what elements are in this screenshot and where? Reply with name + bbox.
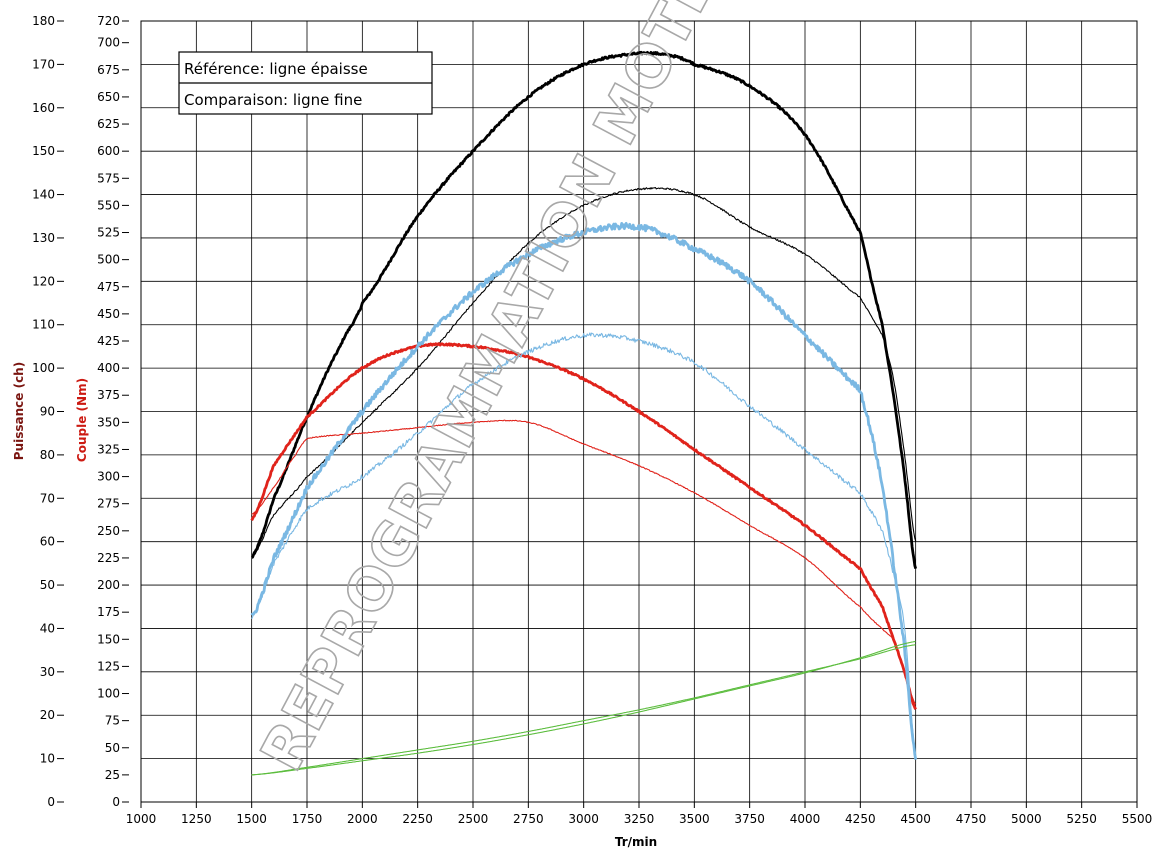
torque-tick-label: 225 <box>97 551 120 565</box>
torque-tick-label: 300 <box>97 470 120 484</box>
torque-tick-label: 200 <box>97 578 120 592</box>
torque-tick-label: 650 <box>97 90 120 104</box>
power-tick-label: 160 <box>32 101 55 115</box>
rpm-tick-label: 2500 <box>458 812 489 826</box>
torque-tick-label: 75 <box>105 714 120 728</box>
rpm-tick-label: 4750 <box>956 812 987 826</box>
rpm-tick-label: 4500 <box>900 812 931 826</box>
rpm-tick-label: 2000 <box>347 812 378 826</box>
rpm-axis: 1000 1250 1500 1750 2000 2250 2500 2750 3000 3250… <box>126 802 1153 826</box>
series-line-green-thin-7 <box>251 640 916 776</box>
torque-tick-label: 525 <box>97 226 120 240</box>
rpm-tick-label: 2250 <box>402 812 433 826</box>
rpm-tick-label: 5000 <box>1011 812 1042 826</box>
power-tick-label: 150 <box>32 144 55 158</box>
torque-tick-label: 550 <box>97 198 120 212</box>
torque-tick-label: 100 <box>97 687 120 701</box>
torque-tick-label: 250 <box>97 524 120 538</box>
rpm-tick-label: 5250 <box>1066 812 1097 826</box>
torque-tick-label: 400 <box>97 361 120 375</box>
power-tick-label: 40 <box>40 621 55 635</box>
torque-tick-label: 720 <box>97 14 120 28</box>
torque-tick-label: 700 <box>97 36 120 50</box>
rpm-tick-label: 3250 <box>624 812 655 826</box>
torque-tick-label: 625 <box>97 117 120 131</box>
torque-tick-label: 325 <box>97 442 120 456</box>
torque-tick-label: 350 <box>97 415 120 429</box>
rpm-tick-label: 5500 <box>1122 812 1153 826</box>
rpm-tick-label: 4000 <box>790 812 821 826</box>
torque-axis-title: Couple (Nm) <box>75 378 89 462</box>
curves <box>250 50 918 776</box>
power-tick-label: 170 <box>32 57 55 71</box>
power-axis-title: Puissance (ch) <box>12 362 26 460</box>
power-tick-label: 0 <box>47 795 55 809</box>
series-line-red-thick-2 <box>250 342 917 710</box>
torque-tick-label: 375 <box>97 388 120 402</box>
torque-tick-label: 675 <box>97 63 120 77</box>
torque-tick-label: 450 <box>97 307 120 321</box>
torque-tick-label: 275 <box>97 497 120 511</box>
torque-tick-label: 25 <box>105 768 120 782</box>
power-tick-label: 50 <box>40 578 55 592</box>
power-tick-label: 70 <box>40 491 55 505</box>
legend-entry-comparison: Comparaison: ligne fine <box>184 91 362 109</box>
series-line-green-thin-6 <box>251 644 916 776</box>
torque-tick-label: 500 <box>97 253 120 267</box>
torque-tick-label: 50 <box>105 741 120 755</box>
power-tick-label: 20 <box>40 708 55 722</box>
series-line-blue-thin-5 <box>251 332 917 760</box>
power-axis: 0 10 20 30 40 50 60 70 80 90 100 110 120 130 140 150 160… <box>32 14 64 809</box>
series-line-black-thick-0 <box>251 50 918 569</box>
series-line-black-thin-1 <box>251 186 917 559</box>
power-tick-label: 30 <box>40 665 55 679</box>
power-tick-label: 60 <box>40 535 55 549</box>
power-tick-label: 180 <box>32 14 55 28</box>
power-tick-label: 90 <box>40 405 55 419</box>
rpm-tick-label: 1000 <box>126 812 157 826</box>
rpm-tick-label: 3750 <box>734 812 765 826</box>
power-tick-label: 80 <box>40 448 55 462</box>
rpm-tick-label: 4250 <box>845 812 876 826</box>
grid <box>140 20 1138 803</box>
torque-tick-label: 125 <box>97 659 120 673</box>
power-tick-label: 130 <box>32 231 55 245</box>
power-tick-label: 120 <box>32 274 55 288</box>
watermark: REPROGRAMMATION MOTEUR CORSE <box>247 0 888 782</box>
series-line-blue-thick-4 <box>250 222 918 760</box>
power-tick-label: 140 <box>32 188 55 202</box>
torque-tick-label: 150 <box>97 632 120 646</box>
rpm-tick-label: 3500 <box>679 812 710 826</box>
rpm-tick-label: 3000 <box>568 812 599 826</box>
power-tick-label: 10 <box>40 752 55 766</box>
power-tick-label: 110 <box>32 318 55 332</box>
torque-tick-label: 175 <box>97 605 120 619</box>
legend: Référence: ligne épaisse Comparaison: li… <box>178 51 433 115</box>
rpm-tick-label: 1750 <box>292 812 323 826</box>
rpm-axis-title: Tr/min <box>615 835 657 849</box>
rpm-tick-label: 1500 <box>236 812 267 826</box>
torque-tick-label: 600 <box>97 144 120 158</box>
rpm-tick-label: 2750 <box>513 812 544 826</box>
rpm-tick-label: 1250 <box>181 812 212 826</box>
torque-axis: 0 25 50 75 100 125 150 175 200 225 250 275 300 325 350… <box>97 14 129 809</box>
torque-tick-label: 0 <box>112 795 120 809</box>
legend-entry-reference: Référence: ligne épaisse <box>184 60 368 78</box>
power-tick-label: 100 <box>32 361 55 375</box>
torque-tick-label: 425 <box>97 334 120 348</box>
torque-tick-label: 475 <box>97 280 120 294</box>
torque-tick-label: 575 <box>97 171 120 185</box>
series-line-red-thin-3 <box>251 419 917 705</box>
